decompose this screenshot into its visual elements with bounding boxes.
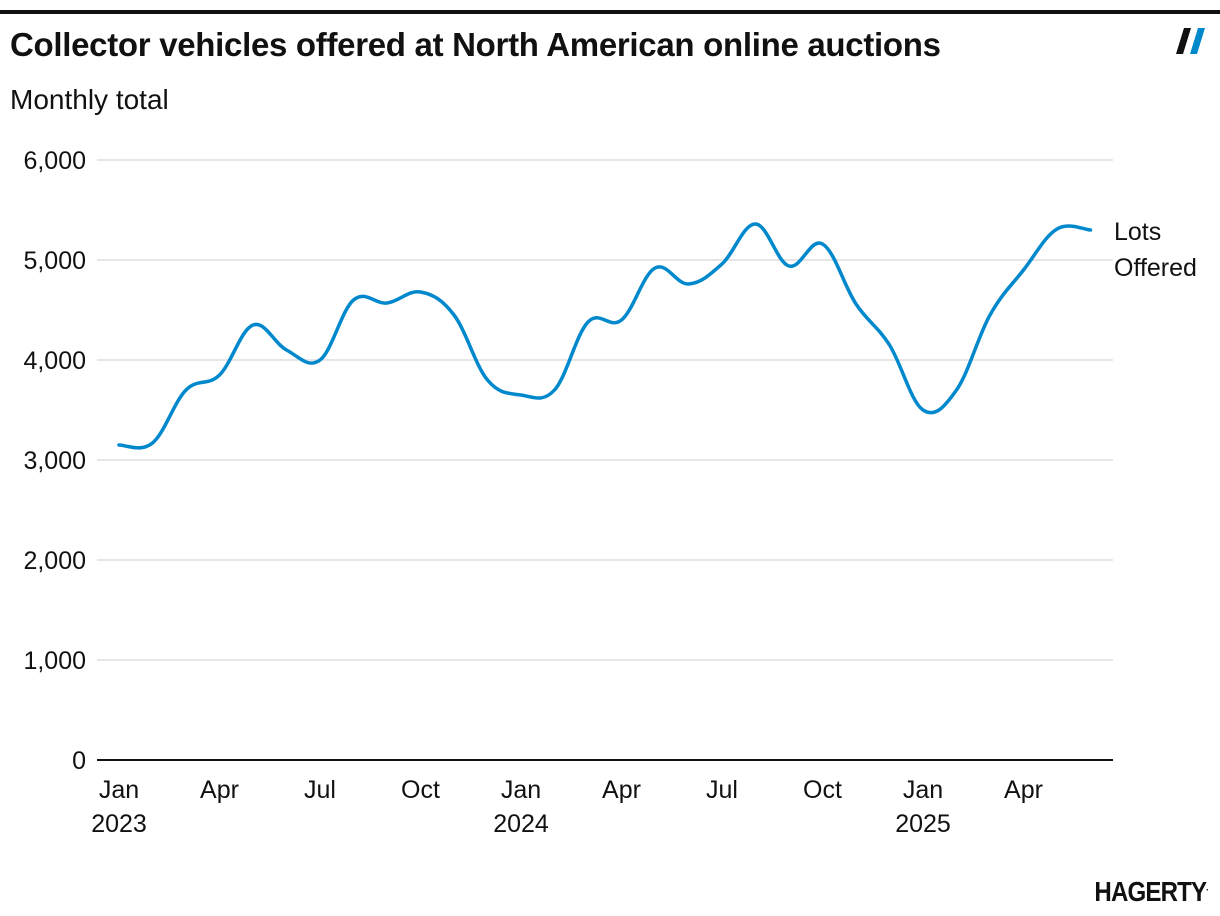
x-tick-label: Apr (602, 776, 641, 804)
series-label-line: Lots (1114, 218, 1161, 246)
x-tick-label: Jan (903, 776, 943, 804)
y-axis-tick-labels: 0 1,000 2,000 3,000 4,000 5,000 6,000 (23, 147, 86, 775)
chart-title: Collector vehicles offered at North Amer… (10, 26, 941, 63)
y-tick-label: 2,000 (23, 547, 86, 575)
x-tick-year-label: 2024 (493, 810, 549, 838)
x-tick-label: Apr (1004, 776, 1043, 804)
brand-mark: . (1206, 882, 1208, 894)
x-tick-label: Jan (501, 776, 541, 804)
y-tick-label: 0 (72, 747, 86, 775)
y-tick-label: 3,000 (23, 447, 86, 475)
x-tick-label: Jan (99, 776, 139, 804)
y-tick-label: 6,000 (23, 147, 86, 175)
y-tick-label: 5,000 (23, 247, 86, 275)
top-rule (0, 10, 1220, 14)
hagerty-slash-logo-icon (1176, 28, 1205, 54)
x-tick-label: Oct (401, 776, 440, 804)
series-line-lots-offered (117, 222, 1093, 450)
chart-subtitle: Monthly total (10, 84, 169, 115)
x-tick-year-label: 2023 (91, 810, 147, 838)
series-label: Lots Offered (1114, 218, 1197, 282)
series-label-line: Offered (1114, 254, 1197, 282)
x-tick-label: Jul (706, 776, 738, 804)
x-tick-label: Oct (803, 776, 842, 804)
y-tick-label: 1,000 (23, 647, 86, 675)
x-tick-year-label: 2025 (895, 810, 951, 838)
y-tick-label: 4,000 (23, 347, 86, 375)
grid-layer (97, 159, 1113, 661)
x-tick-label: Jul (304, 776, 336, 804)
x-tick-label: Apr (200, 776, 239, 804)
x-axis-tick-labels: Jan 2023 Apr Jul Oct Jan 2024 Apr Jul Oct Jan 2025 A… (91, 776, 1043, 838)
hagerty-brand-logo: HAGERTY. (1094, 876, 1209, 908)
brand-text: HAGERTY (1094, 876, 1208, 907)
